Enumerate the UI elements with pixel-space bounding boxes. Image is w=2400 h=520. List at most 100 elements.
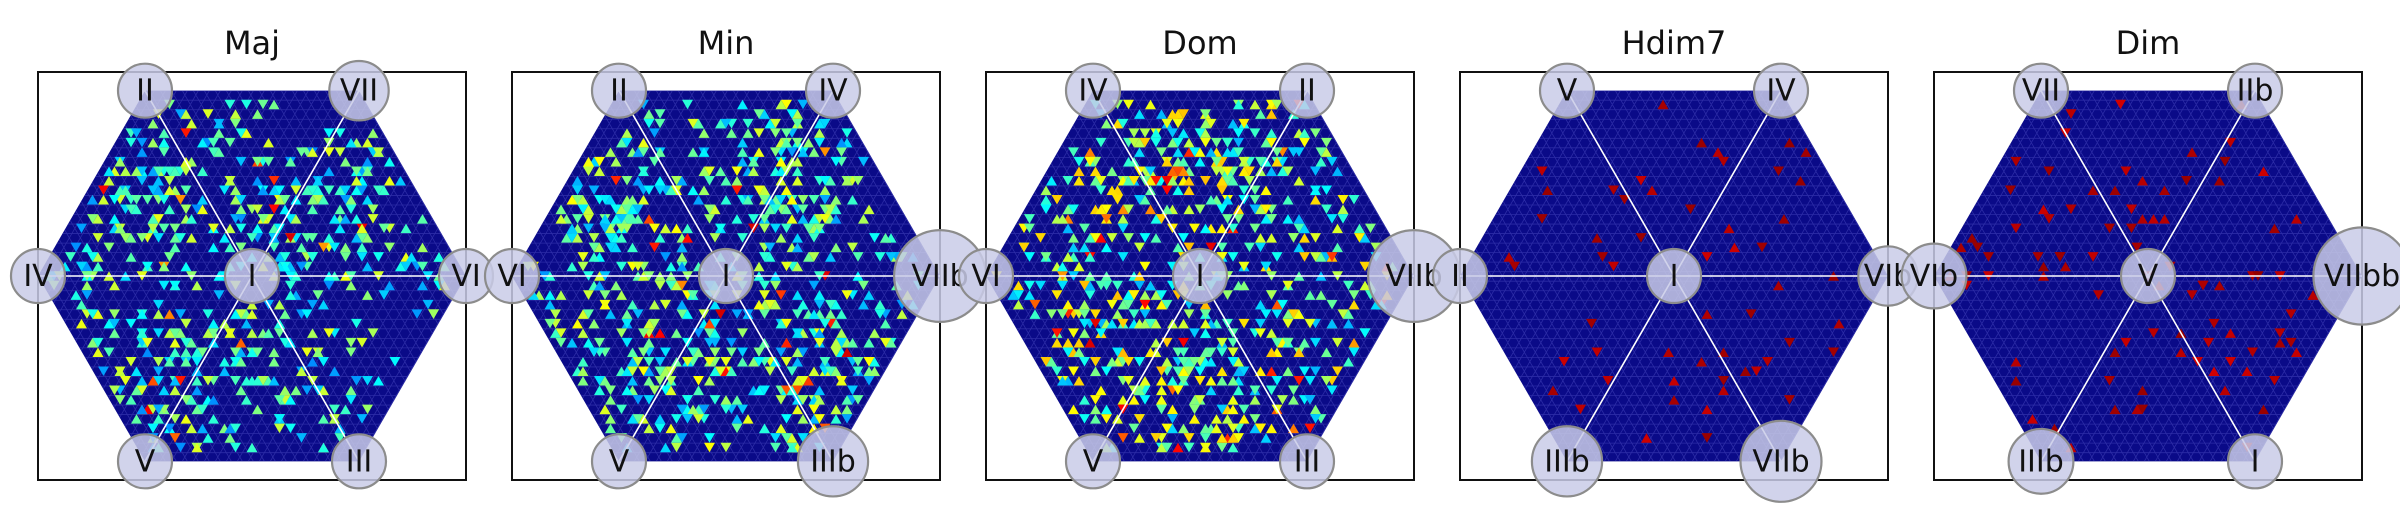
heat-cell <box>1271 309 1283 319</box>
heat-cell <box>153 166 164 176</box>
heat-cells <box>43 99 450 453</box>
heat-cell <box>792 109 803 119</box>
heat-cell <box>1255 242 1266 253</box>
heat-cell <box>2104 376 2115 386</box>
heat-cell <box>147 166 159 176</box>
heat-cell <box>1326 156 1338 167</box>
heat-cell <box>781 223 792 234</box>
heat-cell <box>114 223 126 234</box>
heat-cell <box>2274 328 2286 338</box>
heat-cell <box>1084 337 1096 348</box>
heat-cell <box>1200 118 1211 129</box>
heat-cell <box>169 242 181 253</box>
heat-cell <box>654 328 666 338</box>
heat-cell <box>1260 204 1272 215</box>
heat-cell <box>682 99 693 110</box>
heat-cell <box>98 366 109 377</box>
heat-cell <box>1602 376 1614 386</box>
heat-cell <box>792 137 803 148</box>
heat-cell <box>1079 299 1090 310</box>
node-label: VI <box>497 259 526 294</box>
heat-cell <box>2186 147 2198 157</box>
heat-cell <box>792 347 803 357</box>
heat-cell <box>819 147 831 157</box>
heat-cell <box>544 290 556 300</box>
heat-cell <box>213 290 225 300</box>
heat-cell <box>621 318 633 329</box>
heat-cell <box>208 395 219 405</box>
heat-cell <box>869 328 880 338</box>
heat-cell <box>1277 166 1288 176</box>
heat-cell <box>1189 414 1200 424</box>
heat-cell <box>2241 366 2253 377</box>
heat-cell <box>863 337 875 348</box>
heat-cell <box>351 233 362 243</box>
heat-cell <box>577 204 589 215</box>
heat-cell <box>1238 318 1250 329</box>
heat-cell <box>770 280 781 291</box>
heat-cell <box>235 309 247 319</box>
heat-cell <box>87 195 98 205</box>
heat-cell <box>676 175 688 186</box>
heat-cell <box>704 376 715 386</box>
heat-cell <box>1200 309 1211 319</box>
heat-cell <box>2065 109 2077 119</box>
heat-cell <box>1260 309 1272 319</box>
heat-cell <box>1051 290 1063 300</box>
heat-cell <box>616 328 627 338</box>
heat-cell <box>202 109 214 119</box>
heat-cell <box>70 290 82 300</box>
heat-cell <box>632 204 644 215</box>
heat-cell <box>594 156 605 167</box>
heat-cell <box>1200 328 1211 338</box>
heat-cell <box>808 195 820 205</box>
heat-cell <box>285 280 296 291</box>
heat-cell <box>2010 376 2022 386</box>
heat-cell <box>561 233 572 243</box>
heat-cell <box>1304 376 1316 386</box>
heat-cell <box>1183 147 1195 157</box>
heat-cell <box>605 223 616 234</box>
heat-cell <box>759 290 770 300</box>
heat-cell <box>1966 233 1978 243</box>
heat-cell <box>1090 309 1101 319</box>
node-label: V <box>1083 444 1104 479</box>
heat-cell <box>230 309 241 319</box>
heat-cell <box>131 414 142 424</box>
heat-cell <box>246 299 258 310</box>
node-label: VII <box>340 74 378 109</box>
heat-cell <box>1029 299 1041 310</box>
heat-cell <box>268 175 280 186</box>
heat-cell <box>792 404 803 415</box>
node-circle <box>1739 419 1823 503</box>
node-circle <box>590 433 648 490</box>
heat-cell <box>594 385 605 396</box>
heat-cell <box>753 185 765 196</box>
heat-cell <box>1084 290 1096 300</box>
heat-cell <box>2291 214 2302 224</box>
heat-cell <box>312 175 324 186</box>
heat-cell <box>1079 309 1090 319</box>
node-circle <box>804 62 862 119</box>
heat-cell <box>1106 299 1118 310</box>
heat-cell <box>1983 252 1994 262</box>
heat-cell <box>1233 214 1244 224</box>
heat-cell <box>136 328 148 338</box>
heat-cell <box>1227 404 1239 415</box>
heat-cell <box>1200 175 1211 186</box>
heat-cell <box>599 299 611 310</box>
heat-cell <box>748 214 759 224</box>
heat-cell <box>737 328 748 338</box>
heat-cell <box>1051 214 1063 224</box>
heat-cell <box>1260 137 1272 148</box>
heat-cell <box>235 356 247 367</box>
heat-cell <box>1293 309 1305 319</box>
heat-cell <box>1106 185 1118 196</box>
heat-cell <box>572 214 583 224</box>
heat-cell <box>605 242 616 253</box>
panel-title: Min <box>698 24 755 62</box>
heat-cell <box>318 356 329 367</box>
heat-cell <box>1189 328 1200 338</box>
heat-cell <box>1040 252 1052 262</box>
heat-cell <box>731 309 743 319</box>
